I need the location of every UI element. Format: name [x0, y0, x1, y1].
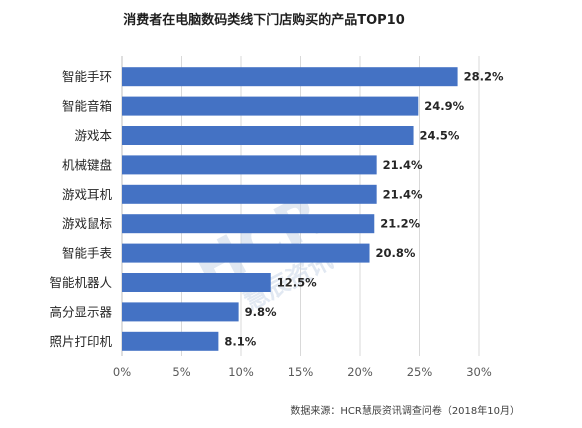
category-label: 智能机器人 [49, 275, 112, 290]
category-label: 游戏本 [74, 128, 112, 143]
x-tick-label: 5% [172, 365, 190, 379]
value-label: 21.4% [383, 187, 423, 201]
value-label: 21.4% [383, 158, 423, 172]
x-tick-label: 30% [466, 365, 492, 379]
value-label: 20.8% [376, 246, 416, 260]
bar [122, 184, 377, 204]
bar [122, 126, 414, 145]
bar [122, 273, 271, 292]
value-label: 9.8% [245, 305, 277, 319]
bar [122, 331, 219, 351]
category-label: 照片打印机 [49, 334, 112, 349]
bar [122, 214, 375, 234]
x-tick-label: 0% [113, 365, 131, 379]
value-labels: 28.2% 24.9% 24.5% 21.4% 21.4% 21.2% 20.8% 12.5%… [224, 70, 504, 349]
category-label: 游戏鼠标 [62, 216, 112, 231]
bar [122, 67, 458, 87]
x-tick-label: 10% [228, 365, 254, 379]
value-label: 21.2% [380, 217, 420, 231]
category-label: 智能音箱 [62, 99, 112, 114]
bar [122, 302, 239, 322]
x-axis-ticks: 0% 5% 10% 15% 20% 25% 30% [113, 365, 492, 379]
value-label: 8.1% [224, 334, 256, 348]
category-label: 智能手表 [62, 246, 113, 261]
value-label: 12.5% [277, 276, 317, 290]
value-label: 28.2% [464, 70, 504, 84]
x-tick-label: 25% [407, 365, 433, 379]
bar [122, 243, 370, 263]
chart-title: 消费者在电脑数码类线下门店购买的产品TOP10 [123, 12, 405, 28]
category-label: 机械键盘 [62, 157, 112, 172]
category-label: 高分显示器 [49, 304, 112, 319]
bar [122, 96, 419, 116]
value-label: 24.9% [424, 99, 464, 113]
category-label: 游戏耳机 [62, 187, 113, 202]
x-tick-label: 15% [288, 365, 314, 379]
source-note: 数据来源：HCR慧辰资讯调查问卷（2018年10月） [290, 404, 520, 417]
category-labels: 智能手环智能音箱游戏本机械键盘游戏耳机游戏鼠标智能手表智能机器人高分显示器照片打… [49, 69, 112, 349]
category-label: 智能手环 [62, 69, 112, 84]
value-label: 24.5% [420, 129, 460, 143]
bar [122, 155, 377, 175]
x-tick-label: 20% [347, 365, 373, 379]
bars [122, 67, 458, 351]
